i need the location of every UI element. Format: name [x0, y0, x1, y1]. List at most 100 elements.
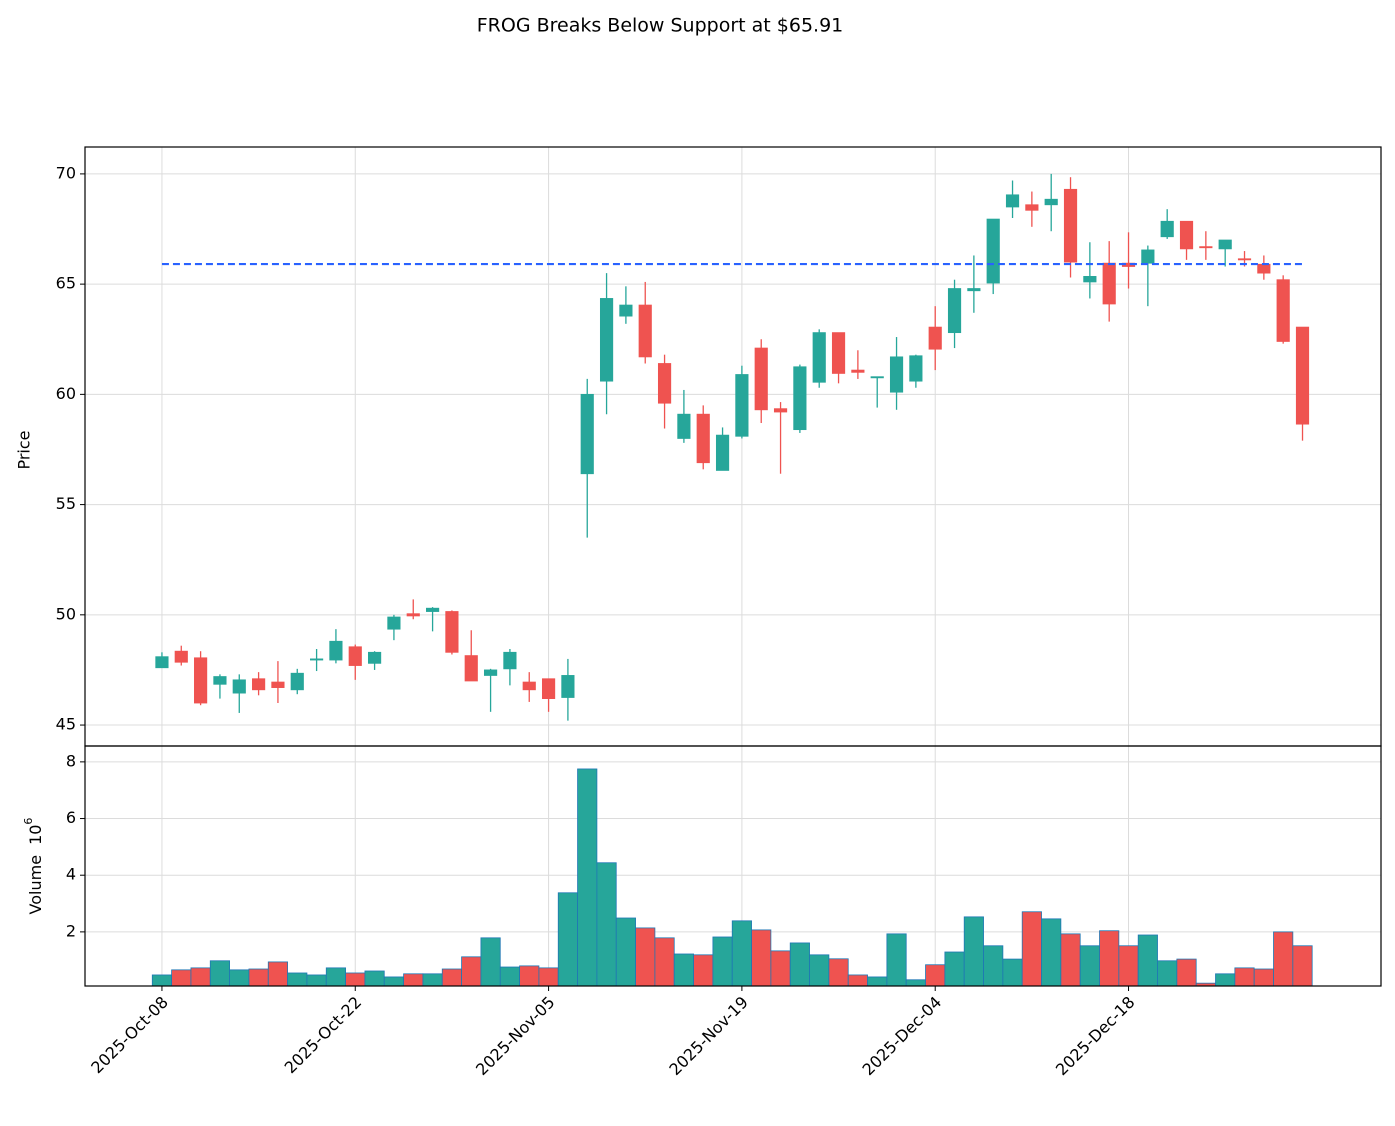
candle-body [387, 616, 401, 630]
volume-bar [267, 961, 288, 987]
volume-bar [751, 929, 772, 987]
candle-body [290, 672, 304, 691]
candle-body [1295, 326, 1310, 425]
volume-bar [654, 937, 675, 987]
volume-bar [1060, 933, 1081, 987]
y-tick-label: 55 [56, 494, 76, 513]
volume-bar [325, 967, 346, 987]
candle-body [425, 607, 440, 612]
x-tick-label: 2025-Oct-22 [281, 993, 366, 1078]
candle-body [793, 366, 807, 431]
volume-bar [1176, 958, 1197, 987]
volume-bar [693, 954, 714, 987]
candle-body [232, 679, 246, 694]
candle-body [947, 288, 962, 334]
candle-body [1102, 262, 1116, 305]
candle-body [1005, 194, 1020, 208]
volume-bar [1157, 960, 1178, 987]
volume-bar [828, 958, 849, 987]
volume-bar [171, 969, 192, 987]
volume-bar [383, 976, 404, 987]
volume-bar [538, 967, 559, 987]
candle-body [213, 676, 227, 685]
volume-bar [944, 951, 965, 987]
volume-bar [499, 966, 520, 987]
y-axis-label: Price [15, 430, 34, 469]
candle-body [889, 356, 904, 393]
volume-frame [84, 745, 1382, 987]
candle-body [522, 681, 536, 691]
volume-bar [1215, 973, 1236, 987]
candle-body [1199, 246, 1213, 249]
volume-bar [364, 970, 385, 987]
candle-body [1141, 249, 1155, 264]
x-tick-label: 2025-Nov-05 [472, 993, 559, 1080]
volume-multiplier-base: 10 [26, 825, 45, 845]
volume-bar [1273, 931, 1294, 987]
candle-body [310, 658, 324, 661]
candle-body [870, 376, 884, 379]
volume-bar [809, 954, 830, 987]
x-tick-label: 2025-Nov-19 [665, 993, 752, 1080]
volume-tick-label: 8 [66, 751, 76, 770]
volume-bar [306, 974, 327, 987]
candle-body [735, 374, 749, 437]
volume-bar [345, 972, 366, 987]
candle-body [406, 613, 420, 617]
candle-body [773, 408, 788, 413]
candle-body [329, 640, 343, 661]
volume-bar [847, 974, 868, 987]
volume-bar [770, 950, 791, 987]
candle-body [1083, 276, 1097, 283]
candle-body [483, 669, 498, 676]
candle-body [657, 363, 672, 404]
volume-bar [1137, 934, 1158, 987]
candle-body [1179, 220, 1194, 250]
volume-bar [635, 927, 656, 987]
candle-body [271, 681, 285, 688]
volume-tick-label: 4 [66, 865, 76, 884]
candle-body [368, 651, 382, 664]
volume-bar [461, 956, 482, 987]
candle-body [831, 332, 846, 374]
volume-bar [422, 973, 443, 987]
volume-tick-label: 6 [66, 808, 76, 827]
volume-bar [731, 920, 752, 987]
volume-bar [248, 968, 269, 987]
candle-body [754, 347, 768, 411]
volume-bar [1234, 967, 1255, 987]
candle-body [986, 218, 1000, 284]
candle-body [619, 304, 633, 317]
candle-body [909, 355, 923, 382]
candle-body [1160, 220, 1174, 238]
volume-bar [963, 916, 984, 987]
volume-bar [1292, 945, 1313, 987]
candle-body [503, 651, 517, 670]
candle-body [1276, 279, 1290, 342]
candle-body [1063, 188, 1078, 263]
candle-body [194, 657, 208, 704]
volume-bar [789, 942, 810, 987]
volume-bar [557, 892, 578, 987]
volume-bar [1079, 945, 1100, 987]
x-tick-label: 2025-Dec-18 [1052, 993, 1139, 1080]
volume-bar [712, 936, 733, 987]
x-tick-label: 2025-Oct-08 [87, 993, 172, 1078]
volume-bar [1021, 911, 1042, 987]
volume-bar [190, 967, 211, 987]
volume-bar [905, 979, 926, 987]
candle-body [445, 611, 459, 653]
candle-body [638, 304, 652, 358]
volume-bar [480, 937, 501, 987]
volume-bar [596, 862, 617, 987]
volume-bar [925, 964, 946, 987]
y-tick-label: 70 [56, 163, 76, 182]
candle-body [1218, 239, 1232, 250]
candle-body [812, 332, 826, 383]
candle-body [155, 656, 169, 669]
volume-bar [1253, 968, 1274, 987]
volume-bar [519, 965, 540, 987]
candle-body [1237, 258, 1252, 261]
volume-bar [983, 945, 1004, 987]
